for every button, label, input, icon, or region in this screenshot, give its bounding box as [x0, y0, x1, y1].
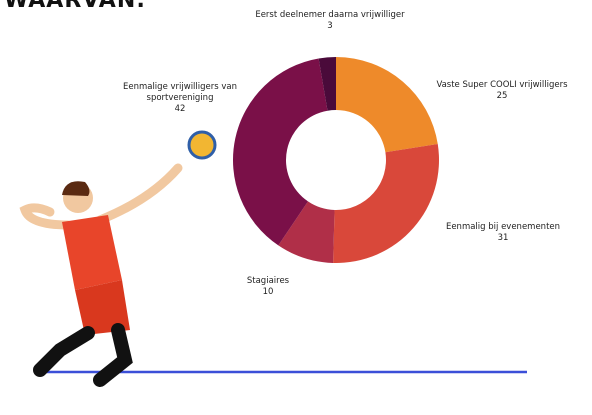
- chart-title: WAARVAN:: [4, 0, 147, 13]
- slice-label: Eenmalige vrijwilligers van sportverenig…: [122, 82, 238, 103]
- slice-value: 10: [262, 287, 274, 297]
- donut-slice: [278, 201, 335, 263]
- donut-slice: [318, 57, 336, 111]
- slice-value: 31: [497, 233, 509, 243]
- donut-slice: [233, 58, 328, 246]
- slice-label: Vaste Super COOLI vrijwilligers: [436, 80, 568, 90]
- donut-slice: [336, 57, 438, 153]
- slice-value: 3: [327, 21, 333, 31]
- slice-label: Stagiaires: [246, 276, 290, 286]
- slice-value: 25: [496, 91, 508, 101]
- slice-label: Eenmalig bij evenementen: [445, 222, 561, 232]
- slice-value: 42: [174, 104, 186, 114]
- donut-slice: [333, 144, 440, 263]
- player-illustration: [19, 130, 527, 387]
- slice-label: Eerst deelnemer daarna vrijwilliger: [255, 10, 405, 20]
